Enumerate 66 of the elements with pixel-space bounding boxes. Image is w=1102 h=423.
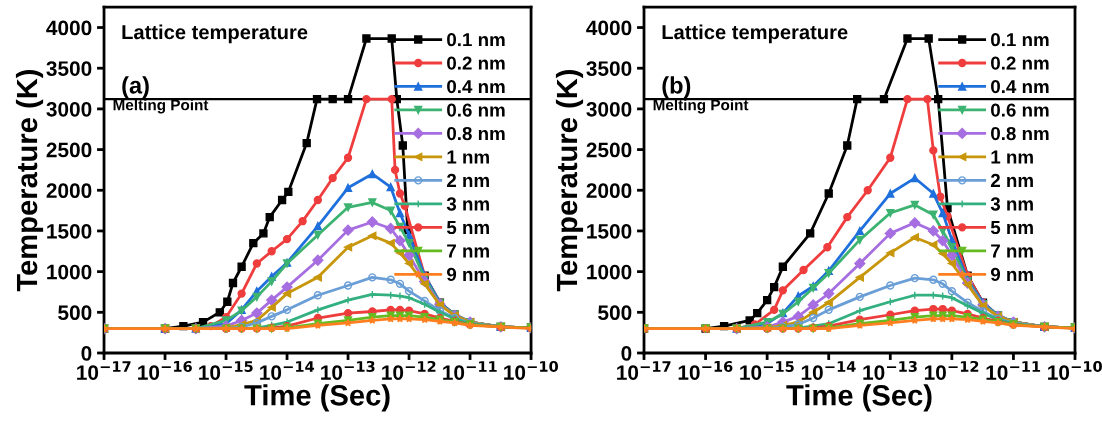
legend-label: 0.1 nm [991, 33, 1049, 47]
x-tick-label: 10$^{−17}$ [617, 361, 671, 380]
legend-label: 3 nm [446, 197, 489, 211]
x-tick-label: 10$^{−12}$ [382, 360, 436, 380]
y-tick-label: 3000 [586, 101, 632, 117]
y-tick-label: 0 [81, 345, 92, 361]
x-axis-title: Time (Sec) [786, 384, 932, 412]
y-tick-label: 1000 [47, 264, 92, 280]
y-tick-label: 500 [598, 305, 632, 321]
x-tick-label: 10$^{−16}$ [678, 360, 733, 380]
x-tick-label: 10$^{−12}$ [924, 360, 979, 380]
y-tick-label: 2500 [586, 142, 632, 158]
legend-label: 0.6 nm [447, 103, 505, 117]
y-tick-label: 2500 [46, 142, 92, 158]
legend-label: 2 nm [990, 173, 1033, 187]
annotation: (b) [662, 76, 691, 99]
legend-label: 0.2 nm [447, 56, 505, 70]
y-axis-title: Temperature (K) [555, 69, 584, 292]
x-axis-title: Time (Sec) [244, 384, 390, 412]
x-tick-label: 10$^{−13}$ [863, 360, 917, 380]
legend-label: 0.4 nm [447, 79, 505, 94]
y-tick-label: 0 [621, 345, 632, 361]
x-tick-label: 10$^{−15}$ [199, 361, 253, 380]
y-tick-label: 2000 [46, 183, 92, 199]
annotation: Lattice temperature [662, 24, 848, 44]
y-axis-title: Temperature (K) [15, 69, 44, 292]
legend-label: 1 nm [447, 150, 489, 164]
legend-label: 7 nm [447, 244, 489, 258]
x-tick-label: 10$^{−14}$ [260, 361, 315, 380]
x-tick-label: 10$^{−11}$ [443, 361, 497, 380]
y-tick-label: 4000 [586, 20, 632, 36]
legend-label: 7 nm [991, 244, 1033, 258]
annotation: (a) [122, 76, 149, 99]
legend-label: 0.8 nm [991, 126, 1049, 141]
legend-label: 0.2 nm [991, 56, 1049, 70]
x-tick-label: 10$^{−17}$ [77, 361, 131, 380]
y-tick-label: 4000 [46, 20, 92, 36]
x-tick-label: 10$^{−13}$ [321, 360, 375, 380]
x-tick-label: 10$^{−16}$ [138, 360, 192, 380]
legend-label: 9 nm [990, 267, 1033, 282]
x-tick-label: 10$^{−15}$ [740, 361, 794, 380]
ref-line-label: Melting Point [653, 99, 749, 114]
y-tick-label: 500 [58, 305, 92, 321]
x-tick-label: 10$^{−11}$ [986, 361, 1041, 380]
legend-label: 1 nm [991, 150, 1033, 164]
legend-label: 9 nm [447, 267, 489, 282]
y-tick-label: 3000 [46, 101, 92, 117]
legend-label: 5 nm [446, 221, 489, 235]
x-tick-label: 10$^{−14}$ [801, 361, 856, 380]
y-tick-label: 1000 [587, 264, 632, 280]
y-tick-label: 3500 [586, 61, 632, 76]
x-tick-label: 10$^{−10}$ [1048, 360, 1102, 380]
legend-label: 0.6 nm [991, 103, 1049, 117]
legend-label: 0.4 nm [991, 79, 1049, 94]
annotation: Lattice temperature [122, 24, 308, 44]
ref-line-label: Melting Point [113, 99, 209, 114]
y-tick-label: 3500 [46, 61, 92, 76]
y-tick-label: 1500 [47, 223, 92, 239]
legend-label: 0.1 nm [447, 33, 505, 47]
legend-label: 3 nm [990, 197, 1033, 211]
legend-label: 5 nm [990, 221, 1033, 235]
legend-label: 2 nm [447, 173, 489, 187]
x-tick-label: 10$^{−10}$ [504, 360, 559, 380]
y-tick-label: 2000 [586, 183, 632, 199]
y-tick-label: 1500 [587, 223, 632, 239]
legend-label: 0.8 nm [447, 126, 505, 141]
